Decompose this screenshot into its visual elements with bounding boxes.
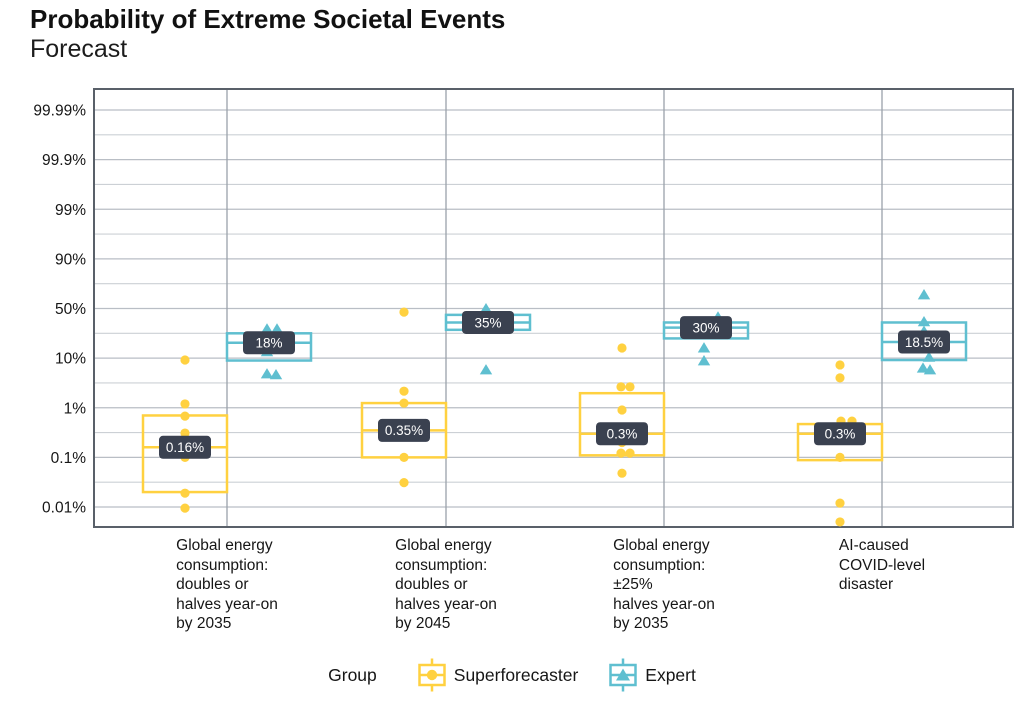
median-value-label bbox=[596, 422, 648, 446]
data-point-triangle bbox=[479, 303, 493, 314]
median-value-text: 18% bbox=[255, 336, 282, 351]
data-point-triangle bbox=[479, 364, 493, 375]
data-point-dot bbox=[399, 307, 409, 317]
median-value-label bbox=[159, 435, 211, 459]
median-value-label bbox=[378, 418, 430, 442]
data-point-dot bbox=[835, 360, 845, 370]
y-tick-label: 0.01% bbox=[42, 500, 86, 517]
data-point-dot bbox=[835, 452, 845, 462]
data-point-dot bbox=[617, 343, 627, 353]
y-tick-label: 99.9% bbox=[42, 152, 86, 169]
superforecaster-boxplot-icon bbox=[417, 657, 447, 693]
data-point-triangle bbox=[923, 364, 937, 375]
data-point-dot bbox=[625, 448, 635, 458]
data-point-dot bbox=[625, 382, 635, 392]
data-point-dot bbox=[180, 355, 190, 365]
data-point-dot bbox=[835, 373, 845, 383]
y-tick-label: 50% bbox=[55, 301, 86, 318]
data-point-dot bbox=[180, 399, 190, 409]
data-point-dot bbox=[399, 398, 409, 408]
y-tick-label: 99% bbox=[55, 202, 86, 219]
median-value-text: 35% bbox=[474, 315, 501, 330]
data-point-triangle bbox=[917, 315, 931, 327]
y-tick-label: 0.1% bbox=[51, 450, 87, 467]
legend-item-label: Superforecaster bbox=[453, 664, 579, 685]
x-axis-label-category-3: Global energy consumption: ±25% halves y… bbox=[613, 537, 715, 632]
median-value-text: 0.3% bbox=[607, 427, 638, 442]
data-point-triangle bbox=[697, 342, 711, 353]
data-point-dot bbox=[616, 448, 626, 458]
x-axis-label-category-1: Global energy consumption: doubles or ha… bbox=[176, 537, 278, 632]
data-point-dot bbox=[835, 517, 845, 527]
median-value-label bbox=[243, 331, 295, 355]
legend-item-expert: Expert bbox=[608, 657, 696, 693]
median-value-text: 0.3% bbox=[825, 427, 856, 442]
data-point-dot bbox=[616, 382, 626, 392]
data-point-dot bbox=[180, 503, 190, 513]
data-point-dot bbox=[399, 452, 409, 462]
legend-group-label: Group bbox=[328, 664, 377, 685]
y-tick-label: 90% bbox=[55, 251, 86, 268]
chart-title: Probability of Extreme Societal Events bbox=[30, 4, 506, 34]
y-tick-label: 10% bbox=[55, 351, 86, 368]
data-point-dot bbox=[399, 386, 409, 396]
legend-item-label: Expert bbox=[645, 664, 696, 685]
data-point-dot bbox=[835, 498, 845, 508]
legend-item-superforecaster: Superforecaster bbox=[417, 657, 579, 693]
data-point-triangle bbox=[697, 355, 711, 366]
data-point-triangle bbox=[269, 368, 283, 380]
x-axis-label-category-2: Global energy consumption: doubles or ha… bbox=[395, 537, 497, 632]
median-value-text: 0.35% bbox=[385, 423, 423, 438]
median-value-text: 30% bbox=[692, 320, 719, 335]
data-point-triangle bbox=[260, 368, 274, 379]
median-value-label bbox=[814, 422, 866, 446]
median-value-label bbox=[898, 330, 950, 354]
plot-border bbox=[93, 88, 1014, 528]
median-value-text: 0.16% bbox=[166, 440, 204, 455]
data-point-dot bbox=[399, 478, 409, 488]
data-point-triangle bbox=[270, 323, 284, 334]
expert-boxplot-icon bbox=[608, 657, 638, 693]
median-value-label bbox=[680, 316, 732, 340]
median-value-label bbox=[462, 310, 514, 334]
legend: Group Superforecaster Expert bbox=[0, 654, 1024, 696]
data-point-triangle bbox=[260, 323, 274, 334]
data-point-dot bbox=[617, 468, 627, 478]
data-point-dot bbox=[180, 428, 190, 438]
x-axis-label-category-4: AI-caused COVID-level disaster bbox=[838, 537, 926, 593]
y-tick-label: 1% bbox=[64, 400, 87, 417]
median-value-text: 18.5% bbox=[905, 335, 943, 350]
y-tick-label: 99.99% bbox=[33, 103, 86, 120]
data-point-dot bbox=[180, 411, 190, 421]
data-point-triangle bbox=[916, 362, 930, 373]
data-point-triangle bbox=[917, 289, 931, 300]
chart-subtitle: Forecast bbox=[30, 35, 128, 63]
data-point-dot bbox=[617, 405, 627, 415]
data-point-triangle bbox=[922, 351, 936, 362]
data-point-dot bbox=[180, 488, 190, 498]
